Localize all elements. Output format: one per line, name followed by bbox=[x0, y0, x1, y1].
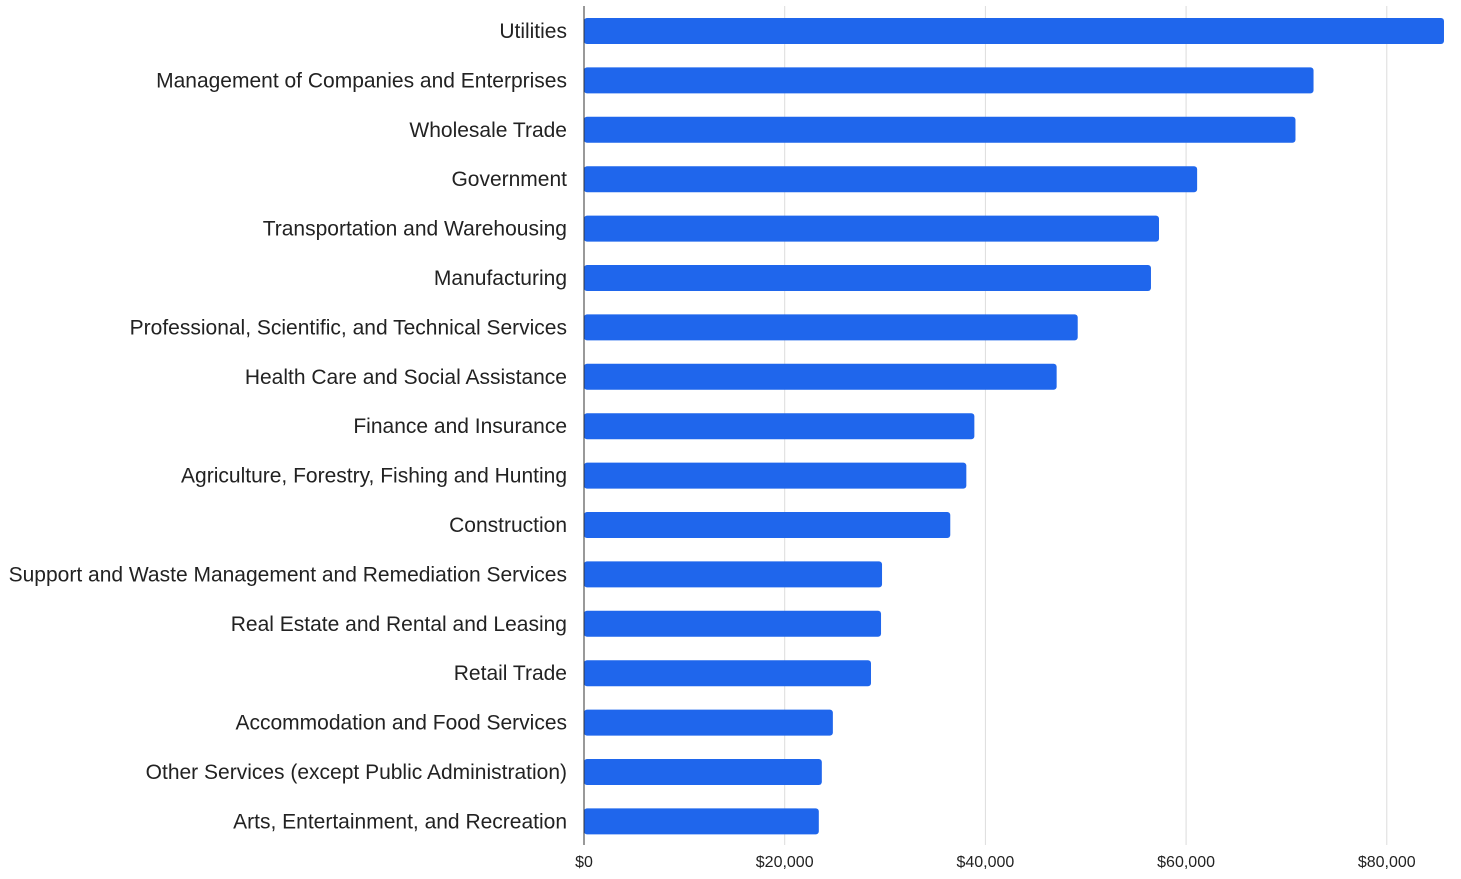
bar bbox=[584, 265, 1151, 291]
bar bbox=[584, 314, 1078, 341]
x-tick-label: $80,000 bbox=[1358, 854, 1416, 871]
bar bbox=[584, 363, 1057, 390]
bar bbox=[584, 709, 833, 736]
category-label: Manufacturing bbox=[434, 267, 567, 290]
category-label: Government bbox=[451, 168, 567, 191]
bar bbox=[584, 759, 822, 785]
category-label: Other Services (except Public Administra… bbox=[146, 761, 567, 784]
x-tick-label: $0 bbox=[575, 854, 593, 871]
category-label: Construction bbox=[449, 514, 567, 537]
bar bbox=[584, 67, 1314, 94]
bar bbox=[584, 215, 1159, 242]
bar bbox=[584, 413, 975, 440]
x-tick-label: $40,000 bbox=[956, 854, 1014, 871]
category-label: Health Care and Social Assistance bbox=[245, 366, 567, 389]
category-label: Transportation and Warehousing bbox=[263, 218, 567, 241]
category-labels: Utilities Management of Companies and Ent… bbox=[9, 20, 568, 833]
bar bbox=[584, 610, 882, 637]
category-label: Retail Trade bbox=[454, 662, 567, 685]
bar bbox=[584, 660, 871, 687]
bar bbox=[584, 18, 1444, 44]
bar bbox=[584, 462, 967, 489]
bar bbox=[584, 116, 1296, 143]
category-label: Wholesale Trade bbox=[409, 119, 567, 142]
category-label: Professional, Scientific, and Technical … bbox=[130, 316, 567, 339]
x-axis-ticks: $0 $20,000 $40,000 $60,000 $80,000 bbox=[575, 854, 1416, 871]
bar bbox=[584, 512, 951, 538]
bar bbox=[584, 561, 883, 588]
category-label: Utilities bbox=[499, 20, 567, 43]
bars bbox=[584, 18, 1444, 835]
bar bbox=[584, 808, 819, 835]
category-label: Real Estate and Rental and Leasing bbox=[231, 613, 567, 636]
category-label: Management of Companies and Enterprises bbox=[156, 69, 567, 92]
bar bbox=[584, 166, 1198, 193]
category-label: Finance and Insurance bbox=[353, 415, 567, 438]
x-tick-label: $20,000 bbox=[756, 854, 814, 871]
category-label: Support and Waste Management and Remedia… bbox=[9, 563, 567, 586]
category-label: Accommodation and Food Services bbox=[236, 712, 568, 735]
x-tick-label: $60,000 bbox=[1157, 854, 1215, 871]
category-label: Agriculture, Forestry, Fishing and Hunti… bbox=[181, 465, 567, 488]
category-label: Arts, Entertainment, and Recreation bbox=[233, 810, 567, 833]
